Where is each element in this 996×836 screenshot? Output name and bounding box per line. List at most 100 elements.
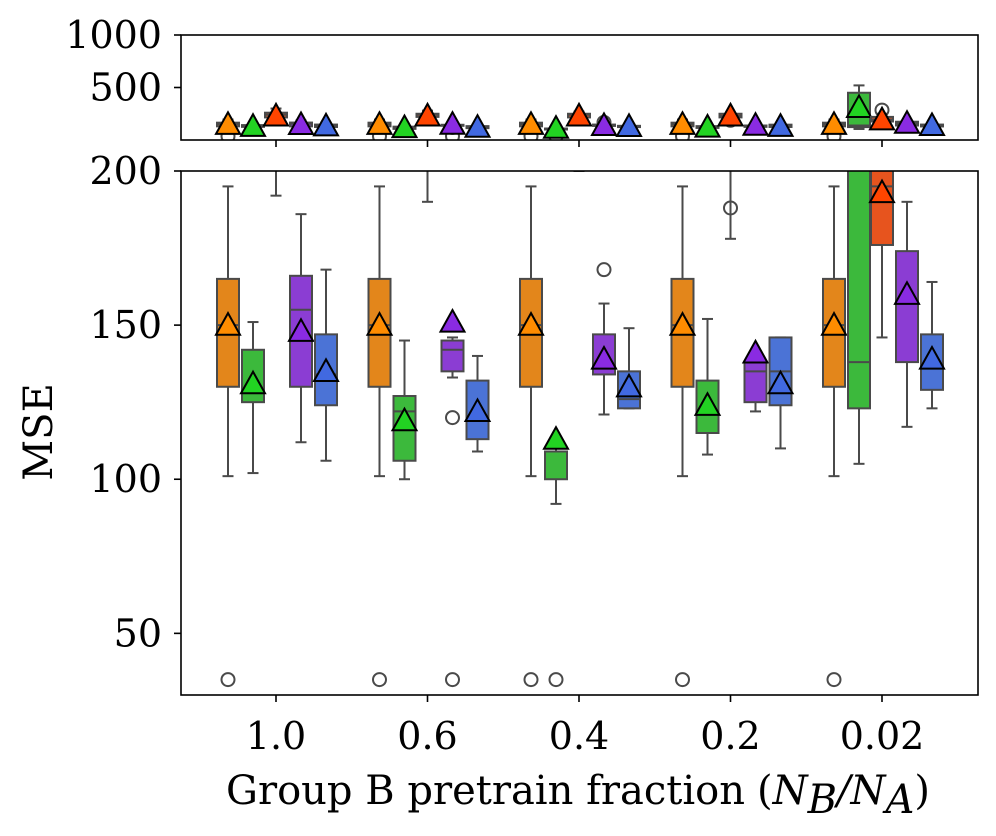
mean-marker	[517, 311, 545, 336]
box-0.2-orange	[668, 110, 697, 140]
mean-marker	[312, 111, 340, 137]
box-1.0-orange	[214, 185, 242, 688]
box-0.2-purple	[741, 338, 770, 413]
mean-marker	[918, 111, 946, 137]
mean-marker	[287, 317, 315, 342]
mean-marker	[615, 372, 643, 398]
ytick-label-bottom: 150	[89, 303, 162, 347]
outlier-point	[523, 672, 539, 688]
box-0.2-red	[716, 101, 745, 128]
mean-marker	[893, 280, 921, 305]
mean-marker	[438, 110, 467, 135]
box-0.4-blue	[615, 327, 643, 410]
box-1.0-green	[239, 321, 267, 475]
box-0.6-blue	[463, 354, 492, 453]
mean-marker	[542, 425, 570, 450]
box-0.02-green	[847, 171, 871, 465]
mean-marker	[820, 311, 848, 336]
mean-marker	[893, 109, 921, 134]
box-0.6-purple	[438, 110, 467, 140]
mean-marker	[615, 112, 643, 137]
mean-marker	[716, 101, 745, 127]
outlier-point	[445, 672, 460, 688]
box-0.6-green	[390, 113, 419, 139]
mean-marker	[693, 391, 722, 416]
ytick-label-bottom: 50	[114, 611, 162, 655]
box-0.02-red	[868, 102, 896, 131]
xtick-label-1.0: 1.0	[246, 714, 306, 758]
mean-marker	[463, 113, 492, 138]
mean-marker	[918, 344, 946, 370]
box-0.4-blue	[615, 112, 643, 137]
box-0.6-orange	[365, 110, 394, 140]
box-1.0-green	[239, 112, 267, 137]
box-body	[847, 171, 871, 410]
mean-marker	[390, 113, 419, 139]
mean-marker	[845, 93, 873, 119]
mean-marker	[517, 110, 545, 135]
axis-ticks: 500 1000 50 100 150 200 1.0 0.6 0.4 0.2 0.02	[65, 13, 924, 758]
mean-marker	[693, 112, 722, 138]
mean-marker	[214, 311, 242, 336]
mean-marker	[668, 311, 697, 336]
ytick-label-top: 500	[89, 66, 162, 110]
mean-marker	[741, 111, 770, 136]
mean-marker	[868, 105, 896, 131]
box-body	[440, 339, 465, 373]
box-1.0-red	[262, 101, 290, 127]
mean-marker	[390, 406, 419, 432]
mean-marker	[741, 338, 770, 364]
x-axis-label: Group B pretrain fraction (NB/NA)	[226, 768, 930, 823]
box-body	[895, 250, 919, 364]
mean-marker	[565, 101, 593, 127]
box-0.02-orange	[820, 185, 848, 688]
mean-marker	[287, 110, 315, 136]
outlier-point	[220, 672, 236, 688]
box-0.4-orange	[517, 110, 545, 140]
bottom-panel-marks	[214, 171, 946, 688]
box-0.6-purple	[438, 307, 467, 688]
outlier-point	[548, 672, 564, 688]
mean-marker	[766, 369, 795, 395]
box-0.2-blue	[766, 112, 795, 137]
mean-marker	[463, 397, 492, 423]
outlier-point	[596, 262, 612, 278]
ytick-label-bottom: 200	[89, 149, 162, 193]
mean-marker	[214, 110, 242, 135]
box-0.6-green	[390, 339, 419, 481]
box-0.02-purple	[893, 109, 921, 134]
box-0.4-purple	[590, 111, 618, 137]
box-0.02-blue	[918, 111, 946, 137]
mean-marker	[590, 344, 618, 370]
ytick-label-top: 1000	[65, 13, 162, 57]
mean-marker	[868, 178, 896, 204]
box-0.6-blue	[463, 113, 492, 138]
box-0.2-red	[723, 171, 738, 240]
xtick-label-0.6: 0.6	[397, 714, 457, 758]
xtick-label-0.4: 0.4	[549, 714, 609, 758]
mean-marker	[668, 110, 697, 135]
box-1.0-red	[270, 171, 282, 197]
mean-marker	[312, 357, 340, 382]
box-1.0-orange	[214, 110, 242, 140]
outlier-point	[372, 672, 387, 688]
box-0.4-orange	[517, 185, 545, 688]
box-1.0-blue	[312, 111, 340, 137]
box-0.02-blue	[918, 280, 946, 410]
box-0.4-purple	[590, 262, 618, 416]
box-0.02-green	[845, 84, 873, 130]
outlier-point	[445, 410, 460, 426]
box-body	[743, 361, 768, 404]
ytick-label-bottom: 100	[89, 457, 162, 501]
box-0.6-red	[413, 101, 442, 127]
box-0.4-green	[542, 114, 570, 140]
top-panel-marks	[214, 84, 946, 140]
mean-marker	[365, 311, 394, 336]
outlier-point	[826, 672, 842, 688]
box-0.2-purple	[741, 111, 770, 136]
mean-marker	[239, 369, 267, 395]
box-0.2-green	[693, 112, 722, 138]
box-0.6-orange	[365, 185, 394, 688]
box-1.0-blue	[312, 268, 340, 462]
